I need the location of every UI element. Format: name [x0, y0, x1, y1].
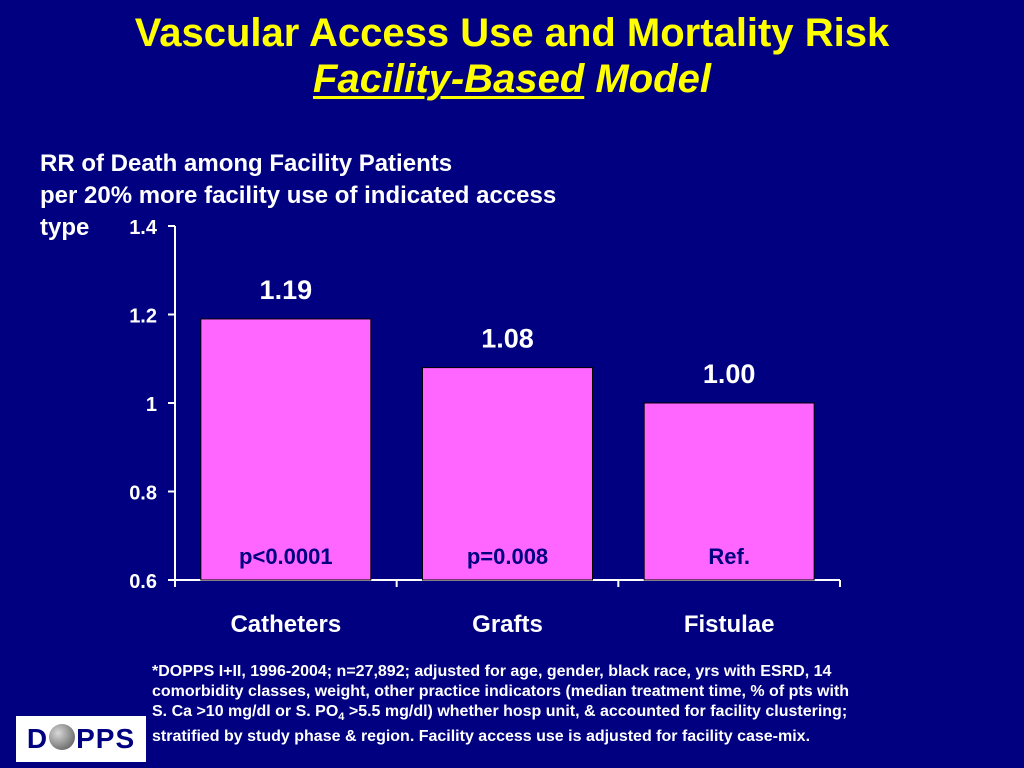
footnote-line4: stratified by study phase & region. Faci… [152, 728, 811, 746]
bar-value-label: 1.19 [260, 275, 313, 305]
x-category-label: Fistulae [684, 611, 775, 638]
y-tick-label: 0.6 [129, 571, 157, 593]
bar-value-label: 1.00 [703, 359, 756, 389]
bar [643, 402, 815, 581]
footnote-line2: comorbidity classes, weight, other pract… [152, 683, 850, 700]
footnote: *DOPPS I+II, 1996-2004; n=27,892; adjust… [152, 662, 1020, 747]
slide-subtitle: Facility-Based Model [0, 56, 1024, 102]
bar-chart: 0.6 0.8 1 1.2 1.4 1.19 p<0.0001 Catheters 1.08 p=… [129, 217, 841, 638]
bar [422, 367, 593, 581]
x-category-label: Grafts [472, 611, 543, 638]
y-axis-label-line2: per 20% more facility use of indicated a… [40, 182, 557, 209]
bar-p-value-label: Ref. [708, 544, 750, 569]
footnote-line1: *DOPPS I+II, 1996-2004; n=27,892; adjust… [152, 663, 832, 680]
bar-p-value-label: p<0.0001 [239, 544, 333, 569]
subtitle-underlined: Facility-Based [313, 57, 585, 101]
dopps-logo: D PPS [16, 716, 146, 762]
bar-p-value-label: p=0.008 [467, 544, 548, 569]
bar-value-label: 1.08 [481, 324, 534, 354]
y-axis-label-line3: type [40, 214, 90, 241]
y-tick-label: 1 [146, 394, 157, 416]
slide-title: Vascular Access Use and Mortality Risk [134, 11, 890, 55]
y-tick-label: 1.2 [129, 306, 157, 328]
y-tick-label: 1.4 [129, 217, 158, 239]
y-axis-label-line1: RR of Death among Facility Patients [40, 150, 453, 177]
x-category-label: Catheters [230, 611, 341, 638]
footnote-line3: S. Ca >10 mg/dl or S. PO4 >5.5 mg/dl) wh… [152, 703, 848, 724]
bar [200, 318, 372, 581]
subtitle-rest: Model [584, 57, 711, 101]
globe-icon [49, 724, 76, 750]
y-tick-label: 0.8 [129, 483, 157, 505]
